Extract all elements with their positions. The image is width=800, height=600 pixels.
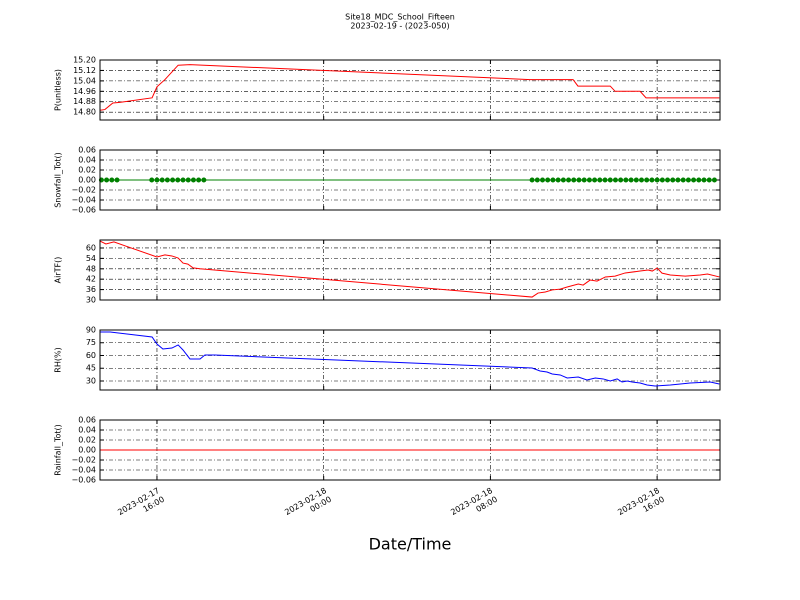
y-tick-label: 0.00 [78, 176, 96, 185]
data-point [659, 177, 665, 183]
data-point [654, 177, 660, 183]
y-tick-label: 14.88 [73, 97, 96, 106]
plot-frame [99, 59, 721, 121]
data-point [691, 177, 697, 183]
y-tick-label: 0.06 [78, 416, 96, 425]
y-tick-label: −0.06 [71, 206, 96, 215]
data-point [706, 177, 712, 183]
y-tick-label: 90 [86, 326, 96, 335]
y-tick-label: 60 [86, 243, 96, 252]
data-point [149, 177, 155, 183]
y-tick-label: 60 [86, 351, 96, 360]
y-tick-label: 14.80 [73, 108, 96, 117]
plot-frame [99, 329, 721, 391]
data-point [555, 177, 561, 183]
y-tick-label: 0.02 [78, 166, 96, 175]
y-tick-label: 30 [86, 376, 96, 385]
data-point [175, 177, 181, 183]
plot-frame [99, 239, 721, 301]
data-point [185, 177, 191, 183]
data-line [99, 64, 720, 111]
y-tick-label: −0.04 [71, 466, 96, 475]
y-tick-label: 15.04 [73, 76, 96, 85]
data-point [190, 177, 196, 183]
chart-title: Site18_MDC_School_Fifteen [345, 13, 455, 22]
data-point [540, 177, 546, 183]
y-tick-label: −0.02 [71, 456, 96, 465]
data-point [612, 177, 618, 183]
y-tick-label: 42 [86, 275, 96, 284]
y-axis-label: RH(%) [54, 347, 63, 372]
data-point [675, 177, 681, 183]
data-point [680, 177, 686, 183]
data-point [545, 177, 551, 183]
y-tick-label: −0.02 [71, 186, 96, 195]
data-point [586, 177, 592, 183]
data-point [114, 177, 120, 183]
data-point [602, 177, 608, 183]
y-tick-label: 0.04 [78, 156, 96, 165]
data-point [665, 177, 671, 183]
y-tick-label: 54 [86, 254, 96, 263]
data-point [711, 177, 717, 183]
data-point [571, 177, 577, 183]
data-point [154, 177, 160, 183]
data-point [701, 177, 707, 183]
plot-frame [99, 149, 721, 211]
y-tick-label: 48 [86, 264, 96, 273]
x-axis-label: Date/Time [369, 535, 452, 554]
y-tick-label: −0.04 [71, 196, 96, 205]
data-point [159, 177, 165, 183]
data-point [623, 177, 629, 183]
y-tick-label: 30 [86, 296, 96, 305]
data-point [633, 177, 639, 183]
data-point [597, 177, 603, 183]
plot-frame [99, 419, 721, 481]
data-point [592, 177, 598, 183]
data-point [670, 177, 676, 183]
data-point [649, 177, 655, 183]
data-point [618, 177, 624, 183]
y-axis-label: Snowfall_Tot() [54, 152, 63, 208]
y-tick-label: 0.06 [78, 146, 96, 155]
data-point [196, 177, 202, 183]
y-tick-label: 0.02 [78, 436, 96, 445]
y-tick-label: 15.12 [73, 66, 96, 75]
data-point [534, 177, 540, 183]
y-tick-label: 15.20 [73, 56, 96, 65]
data-point [685, 177, 691, 183]
y-axis-label: P(unitless) [54, 69, 63, 111]
y-tick-label: 0.00 [78, 446, 96, 455]
y-axis-label: Rainfall_Tot() [54, 424, 63, 476]
y-tick-label: 0.04 [78, 426, 96, 435]
y-tick-label: −0.06 [71, 476, 96, 485]
y-tick-label: 36 [86, 285, 96, 294]
data-point [201, 177, 207, 183]
data-point [164, 177, 170, 183]
data-point [628, 177, 634, 183]
data-point [576, 177, 582, 183]
y-tick-label: 75 [86, 338, 96, 347]
data-point [529, 177, 535, 183]
data-line [100, 331, 720, 387]
data-point [170, 177, 176, 183]
data-point [696, 177, 702, 183]
data-point [639, 177, 645, 183]
data-point [566, 177, 572, 183]
y-axis-label: AirTF() [54, 257, 63, 284]
data-point [560, 177, 566, 183]
data-point [104, 177, 110, 183]
data-line [99, 240, 720, 298]
y-tick-label: 45 [86, 364, 96, 373]
data-point [581, 177, 587, 183]
data-point [180, 177, 186, 183]
data-point [109, 177, 115, 183]
data-point [644, 177, 650, 183]
y-tick-label: 14.96 [73, 87, 96, 96]
data-point [607, 177, 613, 183]
chart-subtitle: 2023-02-19 - (2023-050) [350, 22, 449, 31]
data-point [550, 177, 556, 183]
